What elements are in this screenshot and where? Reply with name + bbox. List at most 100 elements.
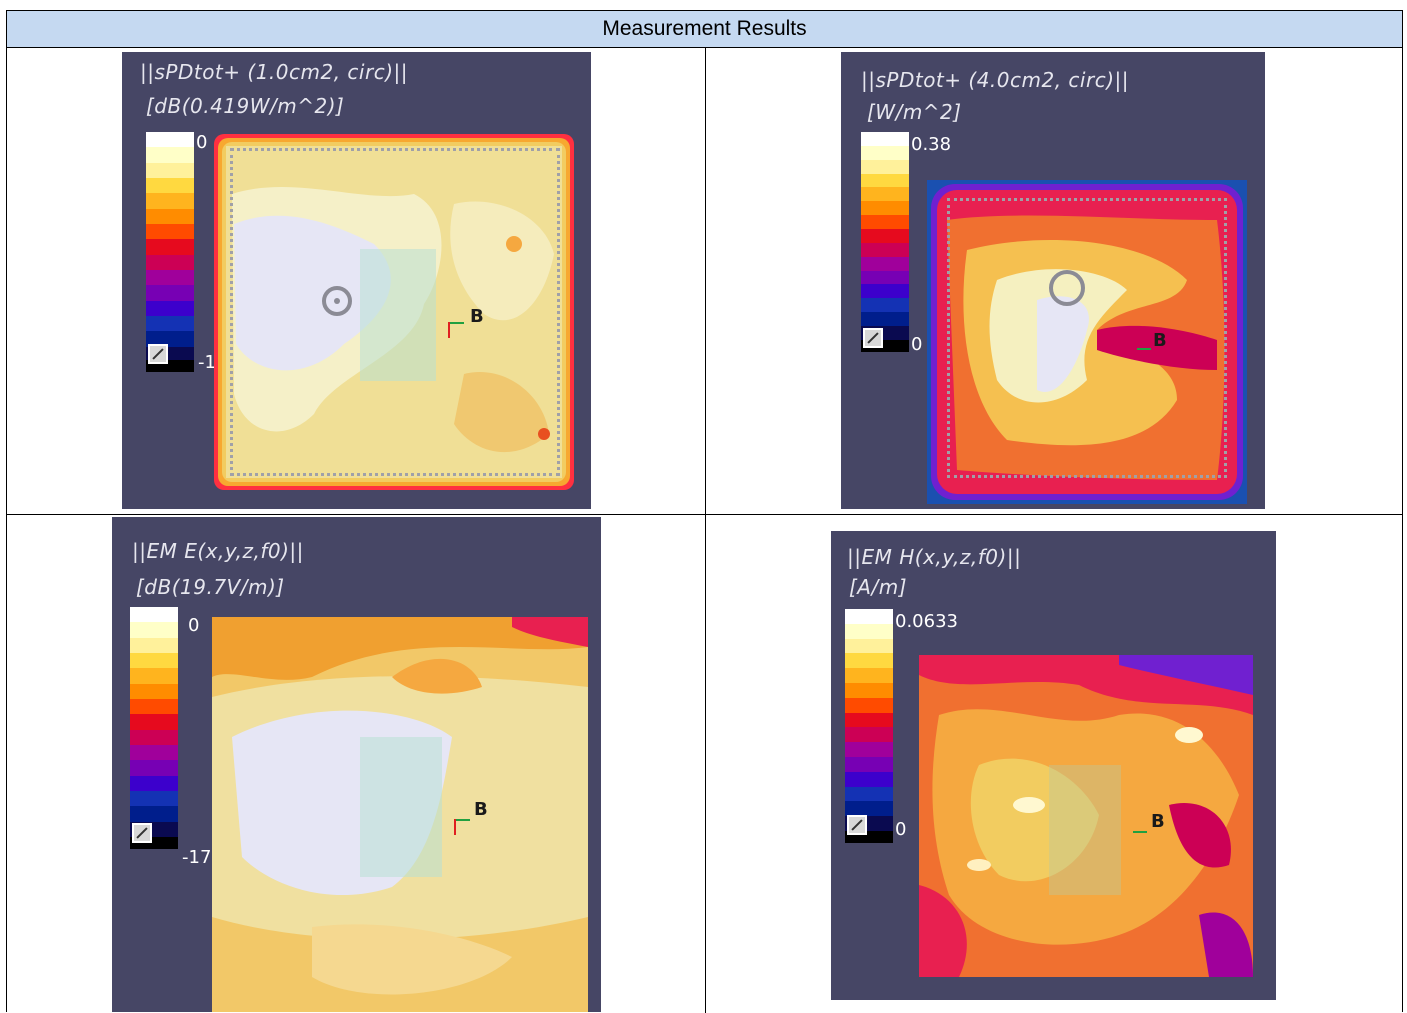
colorbar-step xyxy=(861,298,909,313)
colorbar-step xyxy=(861,215,909,230)
heatmap xyxy=(212,617,588,1012)
colorbar-step xyxy=(861,159,909,174)
table-header: Measurement Results xyxy=(7,11,1402,48)
em-h-field-plot: ||EM H(x,y,z,f0)|| [A/m] 0.0633 0 B xyxy=(831,531,1276,1000)
colorbar-step xyxy=(845,756,893,772)
colorbar-step xyxy=(130,668,178,684)
colorbar-step xyxy=(130,729,178,745)
colorbar-step xyxy=(146,177,194,194)
colorbar-step xyxy=(861,312,909,327)
reference-marker: B xyxy=(470,306,484,327)
axis-x-icon xyxy=(1133,831,1147,833)
colorbar-step xyxy=(146,223,194,240)
results-table: Measurement Results xyxy=(6,10,1403,1013)
colorbar-step xyxy=(845,653,893,669)
colorbar-step xyxy=(861,145,909,160)
plot-unit: [dB(0.419W/m^2)] xyxy=(146,94,345,118)
column-divider xyxy=(705,48,706,1013)
colorbar-step xyxy=(861,201,909,216)
colorbar-step xyxy=(861,173,909,188)
colorbar-toggle-icon[interactable] xyxy=(863,328,883,348)
colorbar-step xyxy=(130,775,178,791)
plot-unit: [dB(19.7V/m)] xyxy=(136,575,285,599)
row-divider xyxy=(7,514,1402,515)
probe-position-icon xyxy=(322,286,352,316)
colorbar-step xyxy=(845,668,893,683)
colorbar-step xyxy=(146,331,194,347)
colorbar-step xyxy=(845,786,893,802)
colorbar-step xyxy=(130,744,178,761)
colorbar-max-label: 0 xyxy=(196,132,208,153)
colorbar-max-label: 0.0633 xyxy=(895,611,958,632)
axis-x-icon xyxy=(456,819,470,821)
colorbar-step xyxy=(861,256,909,271)
plot-title: ||sPDtot+ (4.0cm2, circ)|| xyxy=(861,68,1129,92)
colorbar-step xyxy=(146,315,194,332)
colorbar-step xyxy=(130,760,178,776)
colorbar-step xyxy=(130,683,178,699)
axis-x-icon xyxy=(450,322,464,324)
colorbar-step xyxy=(861,187,909,202)
axis-y-icon xyxy=(454,819,456,835)
colorbar-step xyxy=(146,239,194,255)
colorbar-step xyxy=(861,229,909,243)
colorbar-step xyxy=(861,132,909,146)
spd-4cm2-plot: ||sPDtot+ (4.0cm2, circ)|| [W/m^2] 0.38 … xyxy=(841,52,1265,509)
colorbar-step xyxy=(845,727,893,743)
colorbar xyxy=(845,609,893,831)
colorbar-step xyxy=(130,637,178,653)
colorbar-toggle-icon[interactable] xyxy=(148,344,168,364)
colorbar-step xyxy=(130,652,178,669)
colorbar-step xyxy=(845,638,893,654)
axis-y-icon xyxy=(448,322,450,338)
plot-title: ||sPDtot+ (1.0cm2, circ)|| xyxy=(140,60,408,84)
plot-unit: [A/m] xyxy=(849,575,908,599)
colorbar-step xyxy=(845,682,893,698)
reference-marker: B xyxy=(474,799,488,820)
scan-area-outline xyxy=(947,198,1227,478)
plot-title: ||EM H(x,y,z,f0)|| xyxy=(847,545,1022,569)
heatmap xyxy=(919,655,1253,977)
colorbar-step xyxy=(146,132,194,148)
heatmap xyxy=(214,134,574,490)
colorbar-step xyxy=(146,269,194,286)
scan-area-outline xyxy=(230,148,560,476)
colorbar-step xyxy=(861,242,909,257)
reference-marker: B xyxy=(1153,330,1167,351)
colorbar-toggle-icon[interactable] xyxy=(847,815,867,835)
plot-title: ||EM E(x,y,z,f0)|| xyxy=(132,539,304,563)
colorbar-step xyxy=(845,609,893,624)
colorbar-step xyxy=(130,714,178,730)
colorbar-step xyxy=(146,208,194,224)
colorbar-toggle-icon[interactable] xyxy=(132,823,152,843)
colorbar-step xyxy=(130,698,178,715)
colorbar-step xyxy=(845,623,893,639)
colorbar-min-label: 0 xyxy=(895,819,907,840)
colorbar-max-label: 0 xyxy=(188,615,200,636)
colorbar-max-label: 0.38 xyxy=(911,134,952,155)
heatmap xyxy=(927,180,1247,504)
colorbar-step xyxy=(130,790,178,807)
colorbar-step xyxy=(845,771,893,787)
colorbar-step xyxy=(146,193,194,209)
spd-1cm2-plot: ||sPDtot+ (1.0cm2, circ)|| [dB(0.419W/m^… xyxy=(122,52,591,509)
colorbar-step xyxy=(130,622,178,638)
colorbar-step xyxy=(845,712,893,728)
colorbar xyxy=(130,607,178,837)
colorbar xyxy=(146,132,194,362)
plot-unit: [W/m^2] xyxy=(867,100,962,124)
colorbar-step xyxy=(146,300,194,316)
colorbar-step xyxy=(146,285,194,301)
colorbar-step xyxy=(130,607,178,623)
colorbar-step xyxy=(861,270,909,285)
colorbar-step xyxy=(146,147,194,163)
colorbar-step xyxy=(845,697,893,713)
colorbar-step xyxy=(861,284,909,299)
colorbar-step xyxy=(845,801,893,817)
colorbar-min-label: 0 xyxy=(911,334,923,355)
colorbar-step xyxy=(845,742,893,757)
colorbar-step xyxy=(146,254,194,270)
axis-x-icon xyxy=(1137,348,1151,350)
reference-marker: B xyxy=(1151,811,1165,832)
colorbar xyxy=(861,132,909,340)
